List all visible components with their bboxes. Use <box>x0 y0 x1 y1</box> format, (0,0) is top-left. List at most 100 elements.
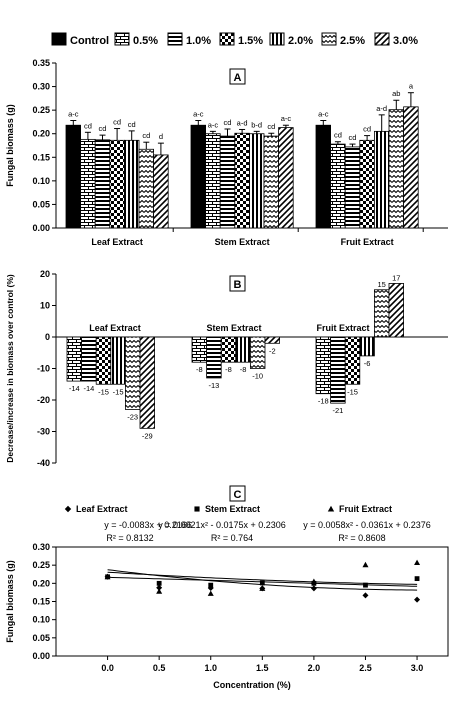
bar <box>278 127 294 229</box>
bar <box>65 124 82 229</box>
bar <box>205 133 221 229</box>
x-tick-label: 0.0 <box>101 663 114 673</box>
legend-label: 1.0% <box>186 35 211 47</box>
bar <box>191 336 208 363</box>
y-axis-label: Fungal biomass (g) <box>5 104 15 187</box>
fit-equation: y = 0.0058x² - 0.0361x + 0.2376 <box>303 520 431 530</box>
data-label: -23 <box>127 412 138 421</box>
data-label: -8 <box>196 365 203 374</box>
fit-r-squared: R² = 0.8608 <box>338 533 385 543</box>
significance-letter: a-c <box>281 114 292 123</box>
bar <box>315 336 332 395</box>
bar <box>359 336 375 357</box>
legend-label: 2.0% <box>288 35 313 47</box>
significance-letter: cd <box>128 120 136 129</box>
data-label: -2 <box>269 346 276 355</box>
significance-letter: a-d <box>237 118 248 127</box>
series-legend-label: Fruit Extract <box>339 504 392 514</box>
marker-triangle <box>327 505 335 512</box>
legend-label: Control <box>70 35 109 47</box>
data-label: -8 <box>240 365 247 374</box>
panel-b-letter: B <box>234 279 242 291</box>
series-legend-label: Stem Extract <box>205 504 260 514</box>
fit-r-squared: R² = 0.8132 <box>106 533 153 543</box>
x-axis-label: Concentration (%) <box>213 680 291 690</box>
bar <box>94 139 111 229</box>
legend-label: 1.5% <box>238 35 263 47</box>
category-label: Fruit Extract <box>316 323 369 333</box>
y-tick-label: 20 <box>40 269 50 279</box>
plot-frame <box>55 546 449 657</box>
data-label: -14 <box>83 384 94 393</box>
bar <box>330 336 346 404</box>
marker-triangle <box>259 585 266 591</box>
legend-label: 0.5% <box>133 35 158 47</box>
significance-letter: a-c <box>208 120 219 129</box>
legend-swatch <box>114 32 130 46</box>
significance-letter: cd <box>113 118 121 127</box>
bar <box>190 124 207 229</box>
bar <box>139 336 156 429</box>
significance-letter: cd <box>363 125 371 134</box>
y-tick-label: 0.25 <box>32 105 50 115</box>
marker-diamond <box>310 585 317 592</box>
bar <box>234 132 250 229</box>
bar <box>109 139 125 229</box>
data-label: -8 <box>225 365 232 374</box>
fit-equation: y = -0.0083x + 0.2166 <box>104 520 192 530</box>
data-label: -29 <box>142 431 153 440</box>
bar <box>206 336 222 379</box>
bar <box>95 336 112 385</box>
bar <box>124 139 140 229</box>
marker-triangle <box>310 578 317 584</box>
panel-a-letter: A <box>234 72 242 84</box>
significance-letter: a-c <box>318 110 329 119</box>
data-label: -18 <box>318 397 329 406</box>
y-tick-label: 0.05 <box>32 199 50 209</box>
y-axis-label: Decrease/increase in biomass over contro… <box>5 274 15 463</box>
significance-letter: a-c <box>68 110 79 119</box>
y-tick-label: -20 <box>37 395 50 405</box>
bar <box>330 143 346 229</box>
category-label: Leaf Extract <box>91 237 143 247</box>
marker-square <box>208 582 214 588</box>
marker-triangle <box>156 588 163 594</box>
x-tick-label: 2.0 <box>308 663 321 673</box>
y-tick-label: -40 <box>37 458 50 468</box>
bar <box>388 283 405 338</box>
y-tick-label: 0.30 <box>32 82 50 92</box>
significance-letter: cd <box>267 122 275 131</box>
y-tick-label: 0.00 <box>32 223 50 233</box>
category-label: Stem Extract <box>206 323 261 333</box>
marker-square <box>259 580 265 586</box>
y-tick-label: 0.15 <box>32 597 50 607</box>
bar <box>219 135 236 229</box>
x-tick-label: 3.0 <box>411 663 424 673</box>
bar <box>388 109 405 229</box>
fit-equation: y = 0.0021x² - 0.0175x + 0.2306 <box>158 520 286 530</box>
y-tick-label: 0.05 <box>32 633 50 643</box>
series-legend-label: Leaf Extract <box>76 504 128 514</box>
marker-diamond <box>156 584 163 591</box>
x-tick-label: 1.0 <box>204 663 217 673</box>
fit-r-squared: R² = 0.764 <box>211 533 253 543</box>
panel-a: A 0.00 0.05 0.10 0.15 0.20 0.25 0.30 0.35 Fungal… <box>5 58 448 247</box>
data-label: -10 <box>252 372 263 381</box>
category-label: Leaf Extract <box>89 323 141 333</box>
bar <box>125 336 141 410</box>
legend-swatch <box>374 32 390 46</box>
bar <box>81 336 97 382</box>
significance-letter: a <box>409 82 414 91</box>
data-label: 17 <box>392 273 400 282</box>
significance-letter: b-d <box>251 120 262 129</box>
bar <box>344 146 361 229</box>
category-label: Fruit Extract <box>341 237 394 247</box>
bar <box>344 336 361 385</box>
data-label: -15 <box>98 387 109 396</box>
marker-triangle <box>104 573 111 580</box>
y-tick-label: 0.30 <box>32 542 50 552</box>
bar <box>80 138 96 229</box>
bar <box>248 133 265 229</box>
bar <box>403 106 419 229</box>
